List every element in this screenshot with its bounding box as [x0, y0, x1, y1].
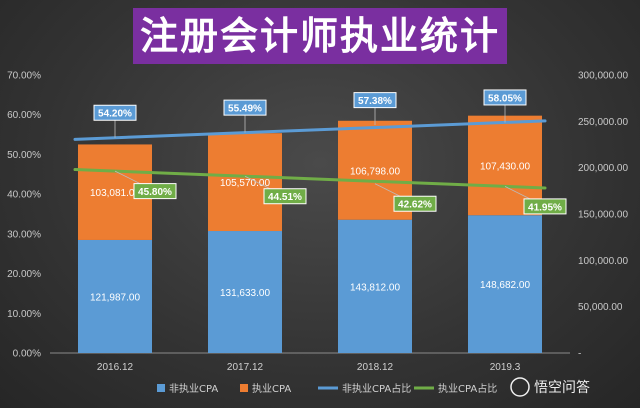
callout-box	[523, 198, 567, 215]
line-data-label: 58.05%	[488, 93, 522, 104]
line-data-label: 41.95%	[528, 202, 562, 213]
title-banner: 注册会计师执业统计	[133, 8, 507, 64]
bar-cpa-label: 103,081.00	[90, 188, 140, 199]
y-left-tick-label: 70.00%	[7, 71, 41, 82]
bar-cpa-label: 107,430.00	[480, 161, 530, 172]
y-left-tick-label: 10.00%	[7, 309, 41, 320]
y-right-tick-label: 250,000.00	[578, 117, 628, 128]
callout-box	[353, 92, 397, 109]
legend-swatch	[157, 384, 165, 392]
x-tick-label: 2017.12	[227, 362, 264, 373]
line-data-label: 54.20%	[98, 109, 132, 120]
callout-box	[223, 99, 267, 116]
bar-noncpa	[208, 231, 282, 353]
y-left-tick-label: 60.00%	[7, 110, 41, 121]
line-data-label: 44.51%	[268, 192, 302, 203]
y-left-tick-label: 30.00%	[7, 229, 41, 240]
line-data-label: 55.49%	[228, 104, 262, 115]
legend-entry: 执业CPA占比	[438, 382, 497, 395]
y-right-tick-label: -	[578, 349, 581, 360]
bar-noncpa-label: 131,633.00	[220, 288, 270, 299]
line-cpa-share	[73, 168, 547, 190]
callout-box	[93, 104, 137, 121]
y-right-tick-label: 100,000.00	[578, 256, 628, 267]
y-right-tick-label: 200,000.00	[578, 163, 628, 174]
bar-cpa	[208, 133, 282, 232]
bar-noncpa	[78, 239, 152, 353]
legend-entry: 执业CPA	[252, 382, 291, 395]
y-left-tick-label: 0.00%	[13, 349, 41, 360]
callout-box	[133, 183, 177, 200]
chart-title: 注册会计师执业统计	[139, 14, 500, 58]
y-right-tick-label: 50,000.00	[578, 302, 623, 313]
watermark-logo-icon	[510, 377, 530, 397]
bar-noncpa-label: 148,682.00	[480, 280, 530, 291]
callout-box	[483, 89, 527, 106]
y-left-tick-label: 40.00%	[7, 190, 41, 201]
callout-box	[393, 195, 437, 212]
legend-swatch	[240, 384, 248, 392]
x-tick-label: 2016.12	[97, 362, 134, 373]
bar-cpa-label: 105,570.00	[220, 178, 270, 189]
bar-noncpa-label: 121,987.00	[90, 292, 140, 303]
y-right-tick-label: 300,000.00	[578, 71, 628, 82]
line-data-label: 42.62%	[398, 200, 432, 211]
line-data-label: 57.38%	[358, 96, 392, 107]
line-data-label: 45.80%	[138, 187, 172, 198]
legend-entry: 非执业CPA	[169, 382, 218, 395]
line-noncpa-share	[73, 119, 547, 141]
bar-noncpa	[338, 219, 412, 353]
bar-cpa-label: 106,798.00	[350, 166, 400, 177]
callout-box	[263, 188, 307, 205]
bar-noncpa-label: 143,812.00	[350, 282, 400, 293]
watermark-text: 悟空问答	[534, 379, 590, 396]
x-tick-label: 2018.12	[357, 362, 394, 373]
y-left-tick-label: 20.00%	[7, 269, 41, 280]
x-tick-label: 2019.3	[490, 362, 521, 373]
y-left-tick-label: 50.00%	[7, 150, 41, 161]
y-right-tick-label: 150,000.00	[578, 210, 628, 221]
bar-noncpa	[468, 215, 542, 353]
legend-entry: 非执业CPA占比	[342, 382, 411, 395]
